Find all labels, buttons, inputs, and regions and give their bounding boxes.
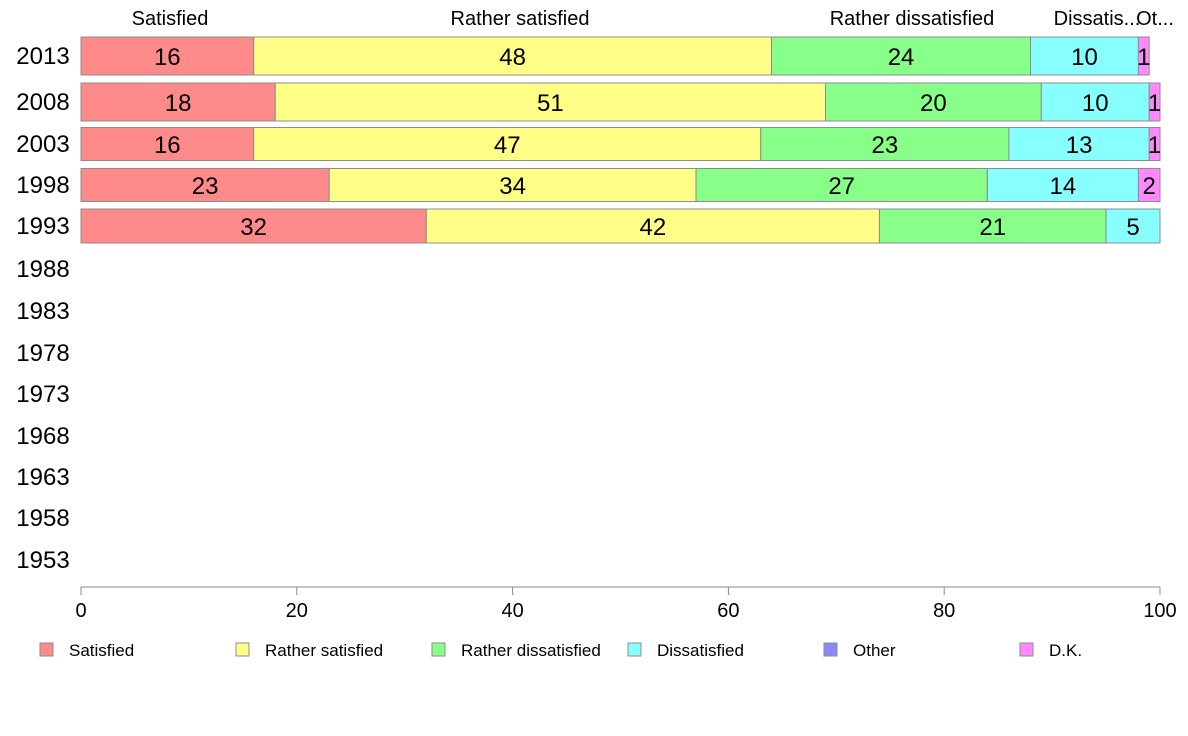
year-label-1978: 1978	[16, 340, 69, 367]
bar-value-1998-5: 2	[1143, 173, 1156, 200]
legend-label-1: Rather satisfied	[265, 641, 383, 660]
year-label-1998: 1998	[16, 172, 69, 199]
bar-value-2003-5: 1	[1148, 132, 1161, 159]
bar-value-1998-3: 14	[1050, 173, 1077, 200]
x-tick-label-80: 80	[933, 600, 955, 622]
year-label-1963: 1963	[16, 464, 69, 491]
bar-value-2008-2: 20	[920, 90, 947, 117]
year-label-2008: 2008	[16, 89, 69, 116]
bar-2008-0	[80, 82, 276, 122]
top-category-labels: Satisfied Rather satisfied Rather dissatis…	[132, 8, 1174, 30]
bar-value-2003-1: 47	[494, 132, 521, 159]
bar-value-2013-0: 16	[154, 44, 181, 71]
x-tick-label-0: 0	[75, 600, 86, 622]
year-label-1958: 1958	[16, 505, 69, 532]
bar-2008-1	[274, 82, 827, 122]
bar-2013-5	[1137, 36, 1150, 76]
bar-value-1998-0: 23	[192, 173, 219, 200]
bar-value-2008-0: 18	[165, 90, 192, 117]
bar-value-2003-2: 23	[872, 132, 899, 159]
bar-value-1993-0: 32	[240, 214, 267, 241]
bar-2003-2	[760, 127, 1010, 161]
bar-2013-1	[253, 36, 773, 76]
top-label-4: Ot...	[1136, 8, 1174, 30]
bar-value-2013-1: 48	[499, 44, 526, 71]
legend-swatch-0	[39, 642, 54, 657]
bar-1998-2	[695, 168, 988, 202]
x-axis: 0 20 40 60 80 100	[75, 586, 1177, 622]
legend-swatch-5	[1019, 642, 1034, 657]
bar-2003-5	[1148, 127, 1161, 161]
bar-value-2013-3: 10	[1071, 44, 1098, 71]
x-tick-label-60: 60	[717, 600, 739, 622]
bar-value-2003-3: 13	[1066, 132, 1093, 159]
legend-label-2: Rather dissatisfied	[461, 641, 601, 660]
legend-label-3: Dissatisfied	[657, 641, 744, 660]
bar-2003-3	[1008, 127, 1150, 161]
year-label-1953: 1953	[16, 547, 69, 574]
year-label-1993: 1993	[16, 213, 69, 240]
bar-2008-5	[1148, 82, 1161, 122]
x-tick-label-100: 100	[1143, 600, 1176, 622]
bar-value-1998-1: 34	[499, 173, 526, 200]
bar-1993-2	[878, 208, 1107, 244]
year-label-1968: 1968	[16, 423, 69, 450]
bar-value-2008-5: 1	[1148, 90, 1161, 117]
legend-swatch-4	[823, 642, 838, 657]
bar-value-2013-2: 24	[888, 44, 915, 71]
bar-value-2008-3: 10	[1082, 90, 1109, 117]
bar-value-1993-2: 21	[979, 214, 1006, 241]
top-label-2: Rather dissatisfied	[830, 8, 995, 30]
bar-1998-0	[80, 168, 330, 202]
year-axis-labels: 2013 2008 2003 1998 1993 1988 1983 1978 1973 1968…	[16, 43, 69, 574]
bar-1998-3	[986, 168, 1139, 202]
bar-value-1998-2: 27	[828, 173, 855, 200]
bar-area: 16 48 24 10 1 18 51 20 10 1 16 47 23 13 1 23 34 27 14 2 32 42…	[80, 36, 1161, 244]
top-label-3: Dissatis...	[1054, 8, 1141, 30]
bar-2008-2	[825, 82, 1042, 122]
bar-1993-3	[1105, 208, 1161, 244]
year-label-1988: 1988	[16, 256, 69, 283]
year-label-1973: 1973	[16, 381, 69, 408]
x-tick-label-20: 20	[286, 600, 308, 622]
legend-swatch-3	[627, 642, 642, 657]
bar-value-2003-0: 16	[154, 132, 181, 159]
year-label-2013: 2013	[16, 43, 69, 70]
bar-1993-1	[425, 208, 880, 244]
year-label-1983: 1983	[16, 298, 69, 325]
x-tick-label-40: 40	[501, 600, 523, 622]
legend: Satisfied Rather satisfied Rather dissatis…	[39, 641, 1082, 660]
year-label-2003: 2003	[16, 131, 69, 158]
legend-swatch-2	[431, 642, 446, 657]
top-label-0: Satisfied	[132, 8, 209, 30]
bar-2013-2	[771, 36, 1032, 76]
legend-label-5: D.K.	[1049, 641, 1082, 660]
bar-1993-0	[80, 208, 427, 244]
legend-swatch-1	[235, 642, 250, 657]
top-label-1: Rather satisfied	[451, 8, 590, 30]
bar-2013-0	[80, 36, 255, 76]
bar-value-1993-1: 42	[640, 214, 667, 241]
bar-value-1993-3: 5	[1126, 214, 1139, 241]
bar-value-2008-1: 51	[537, 90, 564, 117]
bar-value-2013-5: 1	[1137, 44, 1150, 71]
bar-1998-5	[1137, 168, 1161, 202]
legend-label-4: Other	[853, 641, 896, 660]
legend-label-0: Satisfied	[69, 641, 134, 660]
bar-2008-3	[1040, 82, 1150, 122]
bar-2003-0	[80, 127, 255, 161]
